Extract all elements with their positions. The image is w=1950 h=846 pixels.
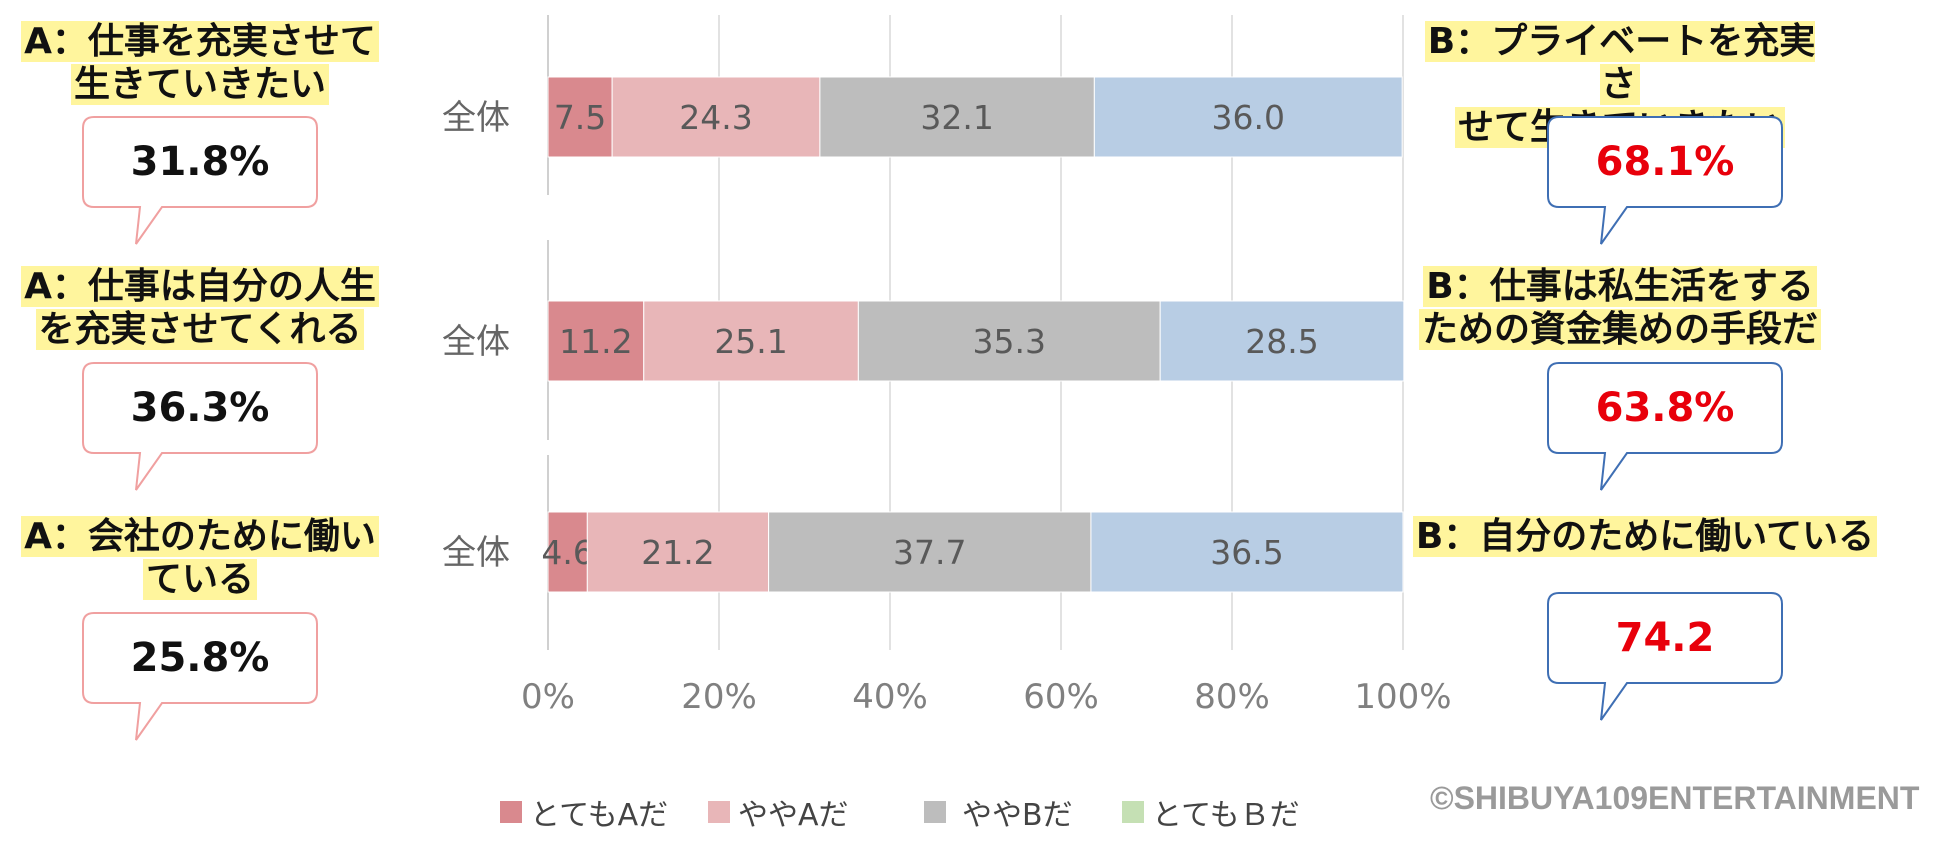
left-bubble-2: 36.3% [82,362,318,491]
data-label: 7.5 [554,98,606,137]
data-label: 28.5 [1245,322,1318,361]
legend-swatch [708,801,730,823]
legend-swatch [500,801,522,823]
speech-bubble-shape [82,362,318,491]
speech-bubble-shape [1547,362,1783,491]
speech-bubble-shape [82,612,318,741]
data-label: 37.7 [893,533,966,572]
speech-bubble-shape [1547,116,1783,245]
left-bubble-1: 31.8% [82,116,318,245]
legend-swatch [1122,801,1144,823]
right-value-3: 74.2 [1615,615,1715,661]
bar-segment [1093,76,1403,158]
x-tick-label: 0% [521,677,575,717]
right-bubble-3: 74.2 [1547,592,1783,721]
bar-segment [586,511,770,593]
right-bubble-1: 68.1% [1547,116,1783,245]
x-tick-label: 100% [1354,677,1451,717]
left-label-2: A：仕事は自分の人生 を充実させてくれる [20,265,380,351]
left-label-3: A：会社のために働い ている [20,515,380,601]
left-value-3: 25.8% [130,635,270,681]
legend-item-very-b: とてもＢだ [1122,790,1300,834]
bar-segment [611,76,821,158]
category-label: 全体 [442,533,510,573]
left-value-2: 36.3% [130,385,270,431]
legend-item-some-b: ややBだ [924,790,1073,834]
left-bubble-3: 25.8% [82,612,318,741]
right-label-3: B：自分のために働いている [1410,515,1880,558]
bar-segment [547,76,613,158]
bar-segment [819,76,1095,158]
right-value-2: 63.8% [1595,385,1735,431]
category-label: 全体 [442,322,510,362]
left-value-1: 31.8% [130,139,270,185]
category-label: 全体 [442,98,510,138]
bar-segment [547,300,645,382]
speech-bubble-shape [82,116,318,245]
data-label: 25.1 [714,322,787,361]
x-tick-label: 40% [852,677,928,717]
data-label: 4.6 [541,533,593,572]
bar-segment [768,511,1092,593]
bar-segment [1159,300,1405,382]
data-label: 36.5 [1210,533,1283,572]
left-label-1: A：仕事を充実させて 生きていきたい [20,20,380,106]
data-label: 35.3 [973,322,1046,361]
x-tick-label: 60% [1023,677,1099,717]
bar-segment [643,300,859,382]
bar-segment [1090,511,1404,593]
right-value-1: 68.1% [1595,139,1735,185]
legend-item-some-a: ややAだ [708,790,849,834]
legend-swatch [924,801,946,823]
x-tick-label: 80% [1194,677,1270,717]
legend-item-very-a: とてもAだ [500,790,668,834]
copyright-credit: ©SHIBUYA109ENTERTAINMENT [1430,780,1920,816]
data-label: 32.1 [920,98,993,137]
x-tick-label: 20% [681,677,757,717]
data-label: 36.0 [1212,98,1285,137]
right-bubble-2: 63.8% [1547,362,1783,491]
data-label: 21.2 [641,533,714,572]
data-label: 11.2 [559,322,632,361]
speech-bubble-shape [1547,592,1783,721]
data-label: 24.3 [679,98,752,137]
right-label-2: B：仕事は私生活をする ための資金集めの手段だ [1410,265,1830,351]
